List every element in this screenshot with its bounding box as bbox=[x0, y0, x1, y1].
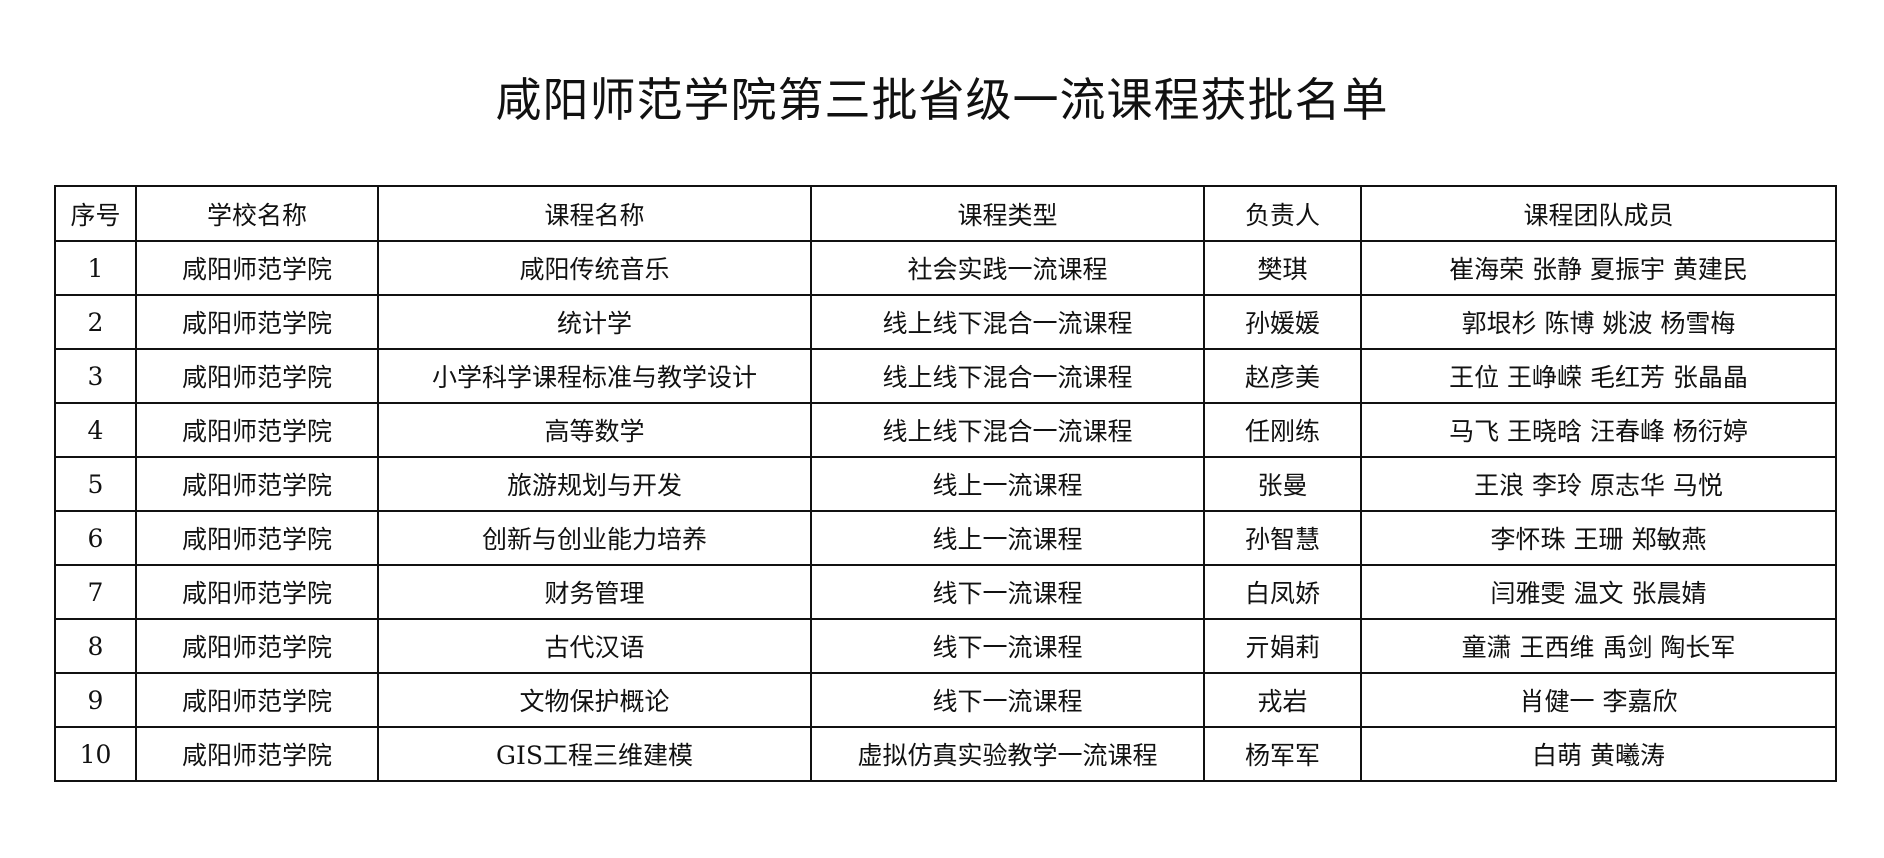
column-header-team-members: 课程团队成员 bbox=[1360, 185, 1837, 242]
cell-course-type: 线上一流课程 bbox=[810, 456, 1205, 512]
cell-course-type: 线下一流课程 bbox=[810, 618, 1205, 674]
cell-course-name: 创新与创业能力培养 bbox=[377, 510, 812, 566]
cell-index: 8 bbox=[54, 618, 137, 674]
cell-index: 3 bbox=[54, 348, 137, 404]
table-row: 8 咸阳师范学院 古代汉语 线下一流课程 亓娟莉 童潇 王西维 禹剑 陶长军 bbox=[54, 618, 1837, 674]
column-header-course-type: 课程类型 bbox=[810, 185, 1205, 242]
cell-index: 10 bbox=[54, 726, 137, 782]
cell-team-members: 肖健一 李嘉欣 bbox=[1360, 672, 1837, 728]
cell-leader: 杨军军 bbox=[1203, 726, 1362, 782]
cell-team-members: 郭垠杉 陈博 姚波 杨雪梅 bbox=[1360, 294, 1837, 350]
cell-school-name: 咸阳师范学院 bbox=[135, 618, 379, 674]
cell-course-name: 小学科学课程标准与教学设计 bbox=[377, 348, 812, 404]
table-row: 5 咸阳师范学院 旅游规划与开发 线上一流课程 张曼 王浪 李玲 原志华 马悦 bbox=[54, 456, 1837, 512]
table-row: 4 咸阳师范学院 高等数学 线上线下混合一流课程 任刚练 马飞 王晓晗 汪春峰 杨衍婷 bbox=[54, 402, 1837, 458]
cell-index: 6 bbox=[54, 510, 137, 566]
cell-course-type: 线上一流课程 bbox=[810, 510, 1205, 566]
cell-leader: 赵彦美 bbox=[1203, 348, 1362, 404]
cell-course-name: 统计学 bbox=[377, 294, 812, 350]
cell-course-type: 线下一流课程 bbox=[810, 672, 1205, 728]
table-header-row: 序号 学校名称 课程名称 课程类型 负责人 课程团队成员 bbox=[54, 185, 1837, 242]
cell-course-type: 线上线下混合一流课程 bbox=[810, 348, 1205, 404]
cell-leader: 张曼 bbox=[1203, 456, 1362, 512]
cell-index: 1 bbox=[54, 240, 137, 296]
cell-school-name: 咸阳师范学院 bbox=[135, 348, 379, 404]
cell-course-name: GIS工程三维建模 bbox=[377, 726, 812, 782]
cell-school-name: 咸阳师范学院 bbox=[135, 564, 379, 620]
cell-leader: 任刚练 bbox=[1203, 402, 1362, 458]
cell-leader: 樊琪 bbox=[1203, 240, 1362, 296]
cell-team-members: 白萌 黄曦涛 bbox=[1360, 726, 1837, 782]
cell-team-members: 王浪 李玲 原志华 马悦 bbox=[1360, 456, 1837, 512]
table-row: 6 咸阳师范学院 创新与创业能力培养 线上一流课程 孙智慧 李怀珠 王珊 郑敏燕 bbox=[54, 510, 1837, 566]
cell-index: 2 bbox=[54, 294, 137, 350]
cell-course-name: 古代汉语 bbox=[377, 618, 812, 674]
column-header-school-name: 学校名称 bbox=[135, 185, 379, 242]
cell-school-name: 咸阳师范学院 bbox=[135, 672, 379, 728]
cell-course-type: 虚拟仿真实验教学一流课程 bbox=[810, 726, 1205, 782]
cell-team-members: 闫雅雯 温文 张晨婧 bbox=[1360, 564, 1837, 620]
cell-course-name: 咸阳传统音乐 bbox=[377, 240, 812, 296]
cell-school-name: 咸阳师范学院 bbox=[135, 240, 379, 296]
column-header-course-name: 课程名称 bbox=[377, 185, 812, 242]
page-title: 咸阳师范学院第三批省级一流课程获批名单 bbox=[495, 73, 1389, 127]
cell-index: 7 bbox=[54, 564, 137, 620]
cell-leader: 孙智慧 bbox=[1203, 510, 1362, 566]
cell-leader: 孙媛媛 bbox=[1203, 294, 1362, 350]
cell-school-name: 咸阳师范学院 bbox=[135, 726, 379, 782]
cell-team-members: 童潇 王西维 禹剑 陶长军 bbox=[1360, 618, 1837, 674]
column-header-index: 序号 bbox=[54, 185, 137, 242]
cell-school-name: 咸阳师范学院 bbox=[135, 402, 379, 458]
cell-index: 9 bbox=[54, 672, 137, 728]
table-row: 9 咸阳师范学院 文物保护概论 线下一流课程 戎岩 肖健一 李嘉欣 bbox=[54, 672, 1837, 728]
cell-course-type: 线上线下混合一流课程 bbox=[810, 294, 1205, 350]
cell-course-type: 社会实践一流课程 bbox=[810, 240, 1205, 296]
cell-course-name: 文物保护概论 bbox=[377, 672, 812, 728]
cell-team-members: 王位 王峥嵘 毛红芳 张晶晶 bbox=[1360, 348, 1837, 404]
cell-leader: 白凤娇 bbox=[1203, 564, 1362, 620]
cell-team-members: 崔海荣 张静 夏振宇 黄建民 bbox=[1360, 240, 1837, 296]
cell-school-name: 咸阳师范学院 bbox=[135, 294, 379, 350]
cell-team-members: 马飞 王晓晗 汪春峰 杨衍婷 bbox=[1360, 402, 1837, 458]
table-row: 10 咸阳师范学院 GIS工程三维建模 虚拟仿真实验教学一流课程 杨军军 白萌 黄曦涛 bbox=[54, 726, 1837, 782]
cell-course-type: 线下一流课程 bbox=[810, 564, 1205, 620]
cell-index: 5 bbox=[54, 456, 137, 512]
column-header-leader: 负责人 bbox=[1203, 185, 1362, 242]
cell-course-type: 线上线下混合一流课程 bbox=[810, 402, 1205, 458]
table-row: 1 咸阳师范学院 咸阳传统音乐 社会实践一流课程 樊琪 崔海荣 张静 夏振宇 黄建民 bbox=[54, 240, 1837, 296]
cell-leader: 戎岩 bbox=[1203, 672, 1362, 728]
cell-course-name: 高等数学 bbox=[377, 402, 812, 458]
cell-school-name: 咸阳师范学院 bbox=[135, 456, 379, 512]
course-list-table: 序号 学校名称 课程名称 课程类型 负责人 课程团队成员 1 咸阳师范学院 咸阳传统音乐 社会实… bbox=[54, 185, 1837, 782]
cell-course-name: 财务管理 bbox=[377, 564, 812, 620]
table-row: 2 咸阳师范学院 统计学 线上线下混合一流课程 孙媛媛 郭垠杉 陈博 姚波 杨雪梅 bbox=[54, 294, 1837, 350]
cell-index: 4 bbox=[54, 402, 137, 458]
cell-leader: 亓娟莉 bbox=[1203, 618, 1362, 674]
cell-school-name: 咸阳师范学院 bbox=[135, 510, 379, 566]
table-row: 7 咸阳师范学院 财务管理 线下一流课程 白凤娇 闫雅雯 温文 张晨婧 bbox=[54, 564, 1837, 620]
cell-team-members: 李怀珠 王珊 郑敏燕 bbox=[1360, 510, 1837, 566]
cell-course-name: 旅游规划与开发 bbox=[377, 456, 812, 512]
table-row: 3 咸阳师范学院 小学科学课程标准与教学设计 线上线下混合一流课程 赵彦美 王位 王峥嵘 … bbox=[54, 348, 1837, 404]
